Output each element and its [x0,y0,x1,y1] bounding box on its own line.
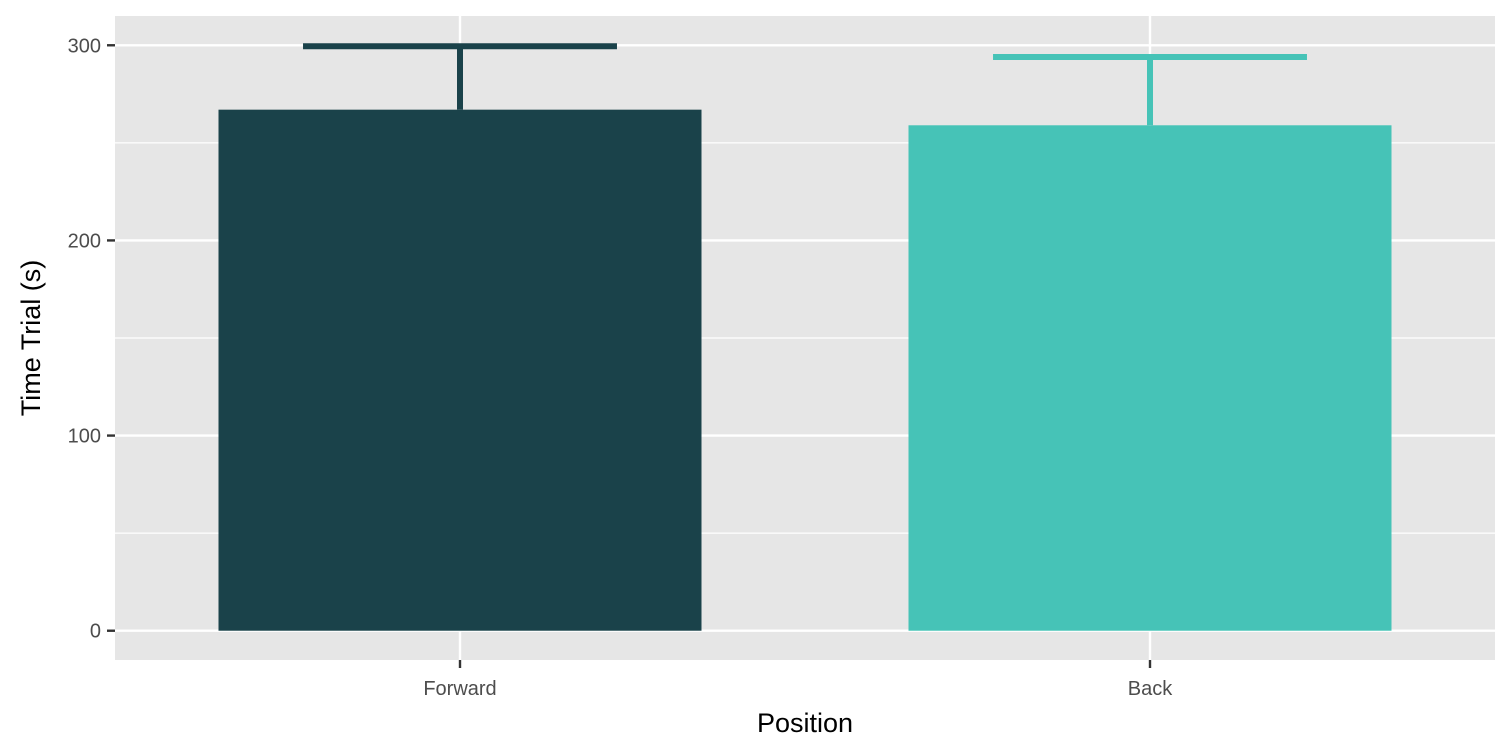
y-axis-title: Time Trial (s) [16,260,46,417]
x-axis-title: Position [757,708,853,738]
x-tick-label: Back [1128,678,1173,700]
y-tick-label: 100 [68,426,101,448]
y-axis: 0 100 200 300 [68,35,115,643]
error-bars [303,43,1307,126]
x-tick-label: Forward [423,678,496,700]
y-tick-label: 300 [68,35,101,57]
y-tick-label: 200 [68,230,101,252]
x-axis: Forward Back [423,660,1173,700]
bar-forward [218,109,702,631]
bars [218,109,1392,631]
y-tick-label: 0 [90,621,101,643]
bar-back [908,125,1392,631]
